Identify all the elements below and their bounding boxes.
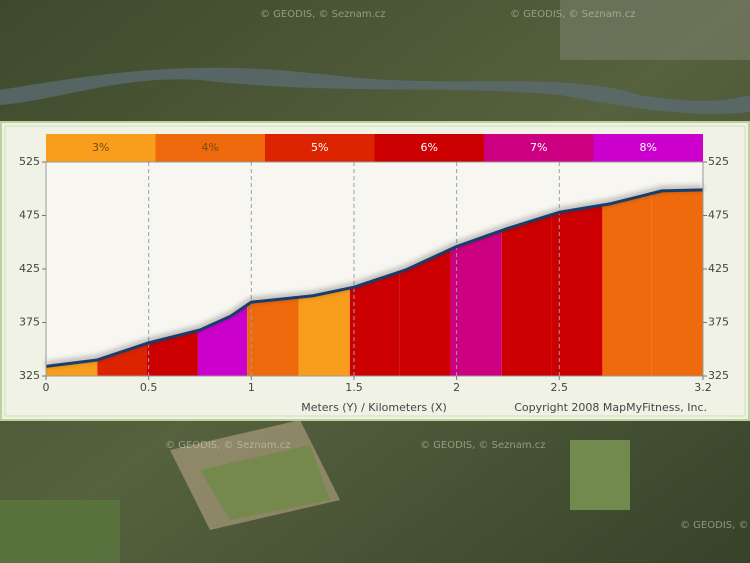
legend-label: 5% — [311, 141, 328, 154]
x-tick-label: 0 — [43, 381, 50, 394]
watermark: © GEODIS, © Seznam.cz — [680, 520, 750, 531]
y-tick-label: 425 — [19, 262, 40, 275]
elevation-line — [45, 188, 704, 368]
axis-label: Meters (Y) / Kilometers (X) — [301, 401, 447, 414]
y-tick-label-right: 325 — [708, 369, 729, 382]
y-tick-label-right: 525 — [708, 155, 729, 168]
x-tick-label: 0.5 — [140, 381, 158, 394]
legend-swatch — [593, 134, 703, 162]
watermark: © GEODIS, © Seznam.cz — [510, 9, 636, 20]
y-tick-label: 375 — [19, 316, 40, 329]
legend-swatch — [155, 134, 265, 162]
y-tick-label: 525 — [19, 155, 40, 168]
legend-swatch — [46, 134, 156, 162]
legend-swatch — [484, 134, 594, 162]
x-tick-label: 1 — [248, 381, 255, 394]
legend-label: 6% — [421, 141, 438, 154]
y-tick-label: 475 — [19, 209, 40, 222]
y-tick-label-right: 475 — [708, 209, 729, 222]
watermark: © GEODIS, © Seznam.cz — [260, 9, 386, 20]
legend-label: 4% — [202, 141, 219, 154]
y-tick-label-right: 375 — [708, 316, 729, 329]
watermark: © GEODIS, © Seznam.cz — [420, 440, 546, 451]
grade-segment — [602, 189, 652, 376]
x-tick-label: 2.5 — [551, 381, 569, 394]
x-tick-label: 1.5 — [345, 381, 363, 394]
legend-label: 8% — [640, 141, 657, 154]
legend-swatch — [265, 134, 375, 162]
legend-label: 3% — [92, 141, 109, 154]
x-tick-label: 3.2 — [694, 381, 712, 394]
watermark: © GEODIS, © Seznam.cz — [165, 440, 291, 451]
legend-swatch — [374, 134, 484, 162]
y-tick-label-right: 425 — [708, 262, 729, 275]
y-tick-label: 325 — [19, 369, 40, 382]
copyright: Copyright 2008 MapMyFitness, Inc. — [514, 401, 707, 414]
x-tick-label: 2 — [453, 381, 460, 394]
grade-segment — [651, 189, 703, 376]
panel-inner-border — [4, 125, 746, 417]
legend-label: 7% — [530, 141, 547, 154]
line-shadow — [45, 185, 704, 367]
